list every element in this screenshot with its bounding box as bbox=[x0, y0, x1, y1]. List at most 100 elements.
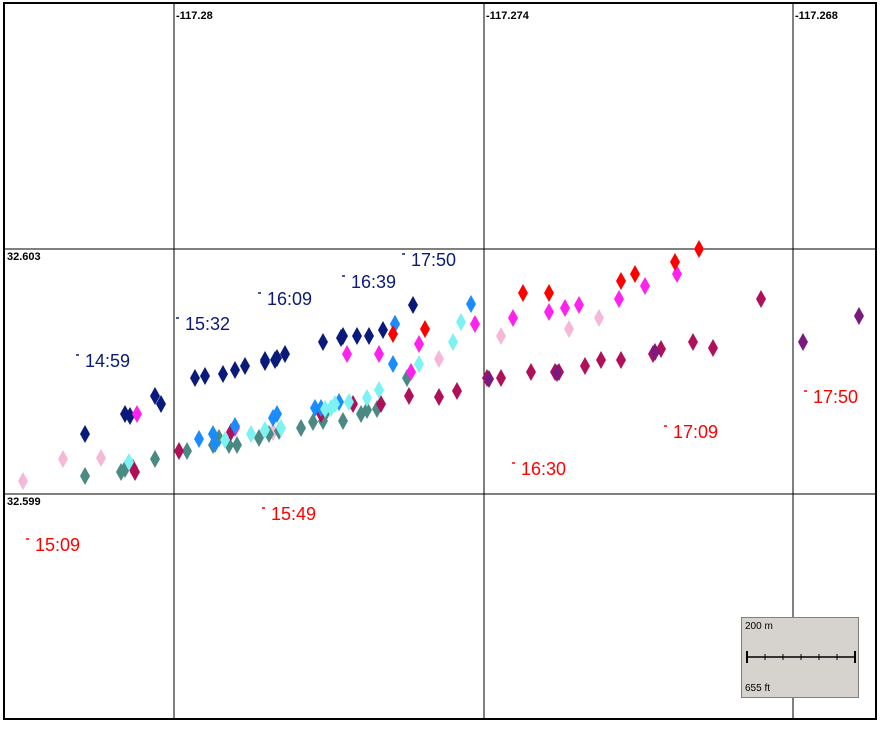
track-marker-magenta[interactable] bbox=[414, 335, 424, 353]
map-view[interactable]: -117.28 -117.274 -117.268 32.603 32.599 … bbox=[3, 2, 877, 720]
track-marker-teal[interactable] bbox=[182, 442, 192, 460]
track-marker-teal[interactable] bbox=[308, 413, 318, 431]
track-marker-cyan[interactable] bbox=[374, 381, 384, 399]
track-marker-navy[interactable] bbox=[272, 349, 282, 367]
track-marker-magenta[interactable] bbox=[640, 277, 650, 295]
track-marker-cyan[interactable] bbox=[362, 389, 372, 407]
track-marker-cyan[interactable] bbox=[276, 419, 286, 437]
track-marker-cyan[interactable] bbox=[260, 421, 270, 439]
track-marker-red[interactable] bbox=[630, 265, 640, 283]
track-marker-navy[interactable] bbox=[260, 353, 270, 371]
track-marker-cyan[interactable] bbox=[320, 400, 330, 418]
track-marker-purple[interactable] bbox=[798, 333, 808, 351]
track-marker-pink[interactable] bbox=[496, 327, 506, 345]
track-marker-blue[interactable] bbox=[310, 399, 320, 417]
track-marker-cyan[interactable] bbox=[414, 355, 424, 373]
track-marker-purple[interactable] bbox=[484, 370, 494, 388]
track-marker-crimson[interactable] bbox=[452, 382, 462, 400]
track-marker-teal[interactable] bbox=[80, 467, 90, 485]
track-marker-cyan[interactable] bbox=[246, 425, 256, 443]
track-marker-navy[interactable] bbox=[240, 357, 250, 375]
track-marker-teal[interactable] bbox=[254, 429, 264, 447]
track-marker-pink[interactable] bbox=[96, 449, 106, 467]
track-marker-crimson[interactable] bbox=[596, 351, 606, 369]
track-marker-crimson[interactable] bbox=[580, 357, 590, 375]
track-marker-blue[interactable] bbox=[272, 405, 282, 423]
track-marker-blue[interactable] bbox=[230, 417, 240, 435]
track-marker-teal[interactable] bbox=[362, 401, 372, 419]
track-marker-red[interactable] bbox=[518, 284, 528, 302]
track-marker-red[interactable] bbox=[544, 284, 554, 302]
track-marker-cyan[interactable] bbox=[344, 393, 354, 411]
track-marker-pink[interactable] bbox=[18, 472, 28, 490]
track-marker-cyan[interactable] bbox=[220, 431, 230, 449]
scale-metric-label: 200 m bbox=[745, 621, 773, 632]
track-marker-navy[interactable] bbox=[336, 329, 346, 347]
track-marker-pink[interactable] bbox=[564, 320, 574, 338]
track-marker-magenta[interactable] bbox=[406, 363, 416, 381]
track-marker-cyan[interactable] bbox=[448, 333, 458, 351]
track-marker-navy[interactable] bbox=[80, 425, 90, 443]
map-canvas[interactable]: -117.28 -117.274 -117.268 32.603 32.599 … bbox=[5, 4, 875, 718]
track-marker-crimson[interactable] bbox=[526, 363, 536, 381]
track-marker-blue[interactable] bbox=[194, 430, 204, 448]
track-marker-blue[interactable] bbox=[210, 435, 220, 453]
track-marker-teal[interactable] bbox=[150, 450, 160, 468]
track-marker-navy[interactable] bbox=[200, 367, 210, 385]
track-marker-red[interactable] bbox=[388, 325, 398, 343]
track-marker-purple[interactable] bbox=[650, 343, 660, 361]
track-marker-magenta[interactable] bbox=[374, 345, 384, 363]
track-marker-magenta[interactable] bbox=[614, 290, 624, 308]
track-marker-navy[interactable] bbox=[150, 387, 160, 405]
time-label-text: 15:32 bbox=[185, 314, 230, 334]
track-marker-crimson[interactable] bbox=[130, 463, 140, 481]
track-marker-magenta[interactable] bbox=[508, 309, 518, 327]
time-label-text: 15:49 bbox=[271, 504, 316, 524]
track-marker-navy[interactable] bbox=[218, 365, 228, 383]
track-marker-cyan[interactable] bbox=[456, 313, 466, 331]
track-marker-cyan[interactable] bbox=[124, 453, 134, 471]
track-marker-crimson[interactable] bbox=[496, 369, 506, 387]
track-marker-teal[interactable] bbox=[296, 419, 306, 437]
track-marker-magenta[interactable] bbox=[544, 303, 554, 321]
track-marker-navy[interactable] bbox=[280, 345, 290, 363]
track-marker-crimson[interactable] bbox=[376, 395, 386, 413]
track-marker-crimson[interactable] bbox=[174, 442, 184, 460]
track-marker-crimson[interactable] bbox=[756, 290, 766, 308]
track-marker-navy[interactable] bbox=[190, 369, 200, 387]
time-label-navy: 17:50 bbox=[402, 250, 456, 270]
track-marker-navy[interactable] bbox=[408, 296, 418, 314]
track-marker-red[interactable] bbox=[694, 240, 704, 258]
track-marker-red[interactable] bbox=[420, 320, 430, 338]
track-marker-teal[interactable] bbox=[338, 412, 348, 430]
track-marker-magenta[interactable] bbox=[560, 299, 570, 317]
track-marker-blue[interactable] bbox=[466, 295, 476, 313]
track-marker-pink[interactable] bbox=[594, 309, 604, 327]
track-marker-crimson[interactable] bbox=[708, 339, 718, 357]
track-marker-navy[interactable] bbox=[378, 321, 388, 339]
track-marker-magenta[interactable] bbox=[470, 315, 480, 333]
track-marker-navy[interactable] bbox=[352, 327, 362, 345]
track-marker-blue[interactable] bbox=[388, 355, 398, 373]
time-label-text: 16:39 bbox=[351, 272, 396, 292]
track-marker-crimson[interactable] bbox=[434, 388, 444, 406]
track-marker-pink[interactable] bbox=[58, 450, 68, 468]
track-marker-purple[interactable] bbox=[552, 364, 562, 382]
track-marker-crimson[interactable] bbox=[404, 387, 414, 405]
track-marker-navy[interactable] bbox=[318, 333, 328, 351]
track-marker-magenta[interactable] bbox=[574, 296, 584, 314]
track-marker-purple[interactable] bbox=[854, 307, 864, 325]
track-marker-teal[interactable] bbox=[232, 436, 242, 454]
track-marker-navy[interactable] bbox=[156, 395, 166, 413]
track-marker-navy[interactable] bbox=[230, 361, 240, 379]
track-marker-navy[interactable] bbox=[125, 407, 135, 425]
track-marker-pink[interactable] bbox=[434, 350, 444, 368]
track-marker-red[interactable] bbox=[670, 253, 680, 271]
track-marker-red[interactable] bbox=[616, 272, 626, 290]
track-marker-crimson[interactable] bbox=[616, 351, 626, 369]
track-marker-cyan[interactable] bbox=[330, 395, 340, 413]
track-marker-navy[interactable] bbox=[364, 327, 374, 345]
track-marker-crimson[interactable] bbox=[688, 333, 698, 351]
track-marker-magenta[interactable] bbox=[342, 345, 352, 363]
track-marker-magenta[interactable] bbox=[132, 405, 142, 423]
